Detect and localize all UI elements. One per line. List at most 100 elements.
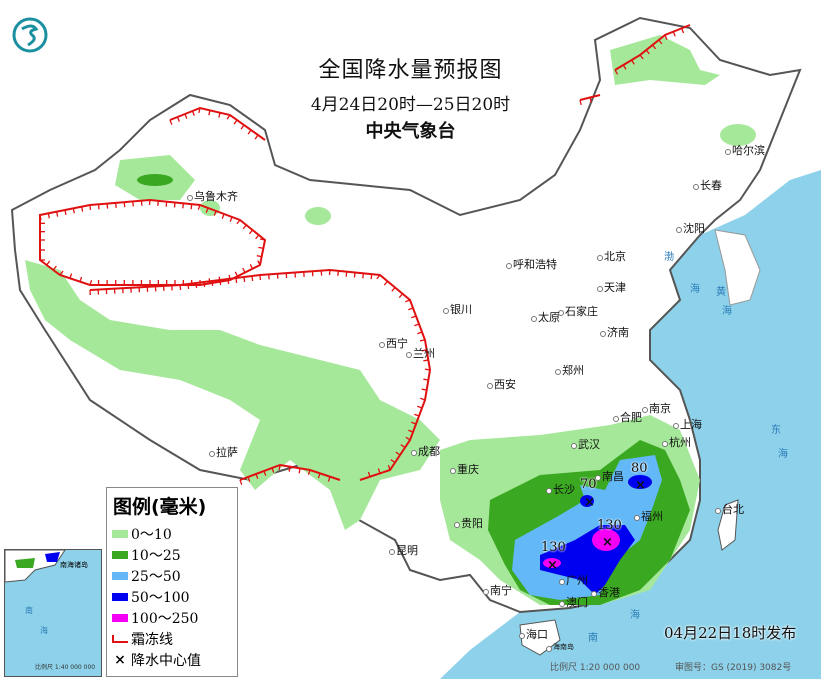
frost-line-tick (227, 278, 230, 285)
frost-line-tick (421, 349, 427, 352)
legend-item: × 降水中心值 (112, 649, 237, 670)
inset-sea-label-1: 南 (25, 606, 33, 615)
legend-item: 10～25 (112, 544, 237, 565)
legend-item: 50～100 (112, 586, 237, 607)
frost-line-tick (639, 54, 644, 60)
sea-label: 南 (588, 633, 598, 644)
frost-line-tick (395, 451, 401, 456)
frost-line-tick (64, 209, 67, 216)
city-label: 成都 (411, 445, 440, 458)
frost-line (239, 463, 341, 481)
precip-center-value: 80 (631, 461, 648, 476)
frost-line-tick (255, 473, 259, 479)
sea-label: 海 (722, 306, 732, 317)
frost-line-tick (423, 359, 429, 362)
inset-scale: 比例尺 1:40 000 000 (35, 664, 96, 671)
sea-label: 海 (778, 449, 788, 460)
cross-icon: × (635, 478, 646, 493)
sea-label: 海 (690, 284, 700, 295)
approval-number: 审图号：GS (2019) 3082号 (675, 663, 792, 673)
frost-line-tick (414, 323, 420, 327)
frost-line-tick (249, 263, 254, 270)
city-label: 石家庄 (558, 305, 598, 318)
frost-line-tick (307, 469, 311, 475)
frost-line-tick (254, 134, 259, 140)
legend-swatch (112, 571, 128, 580)
inset-label: 南海诸岛 (60, 561, 88, 569)
precip-center-value: 130 (541, 540, 566, 555)
city-label: 南京 (642, 402, 671, 415)
frost-line-tick (248, 229, 254, 235)
frost-line-tick (213, 210, 217, 216)
city-label: 长春 (693, 179, 722, 192)
legend-item: 100～250 (112, 607, 237, 628)
legend-label: 100～250 (131, 610, 199, 627)
frost-line-tick (72, 208, 75, 214)
legend-swatch (112, 613, 128, 622)
city-label: 西宁 (379, 337, 408, 350)
frost-line-tick (589, 97, 592, 103)
city-label: 哈尔滨 (725, 144, 765, 157)
city-label: 福州 (634, 510, 663, 523)
frost-line-tick (400, 444, 406, 449)
city-label: 海口 (519, 628, 548, 641)
frost-line-tick (377, 468, 381, 474)
frost-line-tick (184, 113, 188, 119)
frost-line-tick (622, 64, 627, 70)
legend-label: 50～100 (131, 589, 190, 606)
agency-name: 中央气象台 (365, 121, 456, 142)
cma-logo-icon (12, 17, 48, 53)
frost-line-tick (390, 459, 396, 464)
frost-line-tick (239, 479, 243, 485)
city-label: 贵阳 (454, 517, 483, 530)
sea-label: 黄 (716, 287, 726, 298)
frost-line-tick (205, 207, 209, 213)
frost-line-tick (52, 265, 57, 271)
frost-line-tick (298, 468, 301, 474)
city-label: 上海 (673, 418, 702, 431)
frost-line-tick (240, 124, 245, 130)
frost-line-tick (419, 339, 426, 342)
frost-line-tick (257, 260, 261, 266)
island-label: 海南岛 (546, 641, 574, 654)
frost-line-tick (651, 44, 657, 50)
map-title: 全国降水量预报图 (318, 58, 503, 83)
city-label: 南昌 (595, 470, 624, 483)
precip-center-value: 70 (580, 477, 597, 492)
frost-line-tick (179, 284, 182, 291)
frost-line-tick (327, 476, 331, 482)
frost-line-tick (681, 28, 685, 34)
frost-line-tick (211, 280, 214, 287)
frost-line-tick (247, 129, 252, 135)
frost-line-tick (271, 467, 275, 473)
frost-line-tick (197, 204, 201, 210)
rain-50-100-small-1 (580, 495, 594, 507)
korea-peninsula (714, 229, 761, 306)
legend-swatch (112, 592, 128, 601)
frost-line-tick (191, 110, 195, 116)
city-label: 南宁 (483, 584, 512, 597)
city-label: 太原 (531, 311, 560, 324)
city-label: 呼和浩特 (506, 258, 557, 271)
frost-line-tick (242, 267, 246, 273)
frost-line-tick (420, 397, 426, 401)
frost-line-tick (664, 34, 668, 40)
city-label: 沈阳 (676, 222, 705, 235)
frost-line-tick (258, 246, 264, 249)
legend: 图例(毫米) 0～10 10～25 25～50 50～100 100～250 霜冻线 × 降水… (106, 487, 238, 677)
frost-line-tick (233, 119, 238, 125)
frost-line-tick (645, 49, 650, 55)
frost-line-tick (47, 213, 50, 219)
frost-line-tick (288, 466, 291, 472)
frost-line-tick (405, 299, 411, 303)
frost-line-tick (421, 388, 427, 391)
frost-line-tick (247, 476, 251, 482)
frost-line-tick (229, 216, 233, 222)
frost-line-tick (411, 315, 417, 319)
sea-label: 海 (630, 610, 640, 621)
legend-swatch (112, 550, 128, 559)
frost-line-tick (391, 287, 396, 292)
city-label: 乌鲁木齐 (187, 190, 238, 203)
city-label: 昆明 (389, 544, 418, 557)
frost-line-tick (398, 293, 403, 299)
